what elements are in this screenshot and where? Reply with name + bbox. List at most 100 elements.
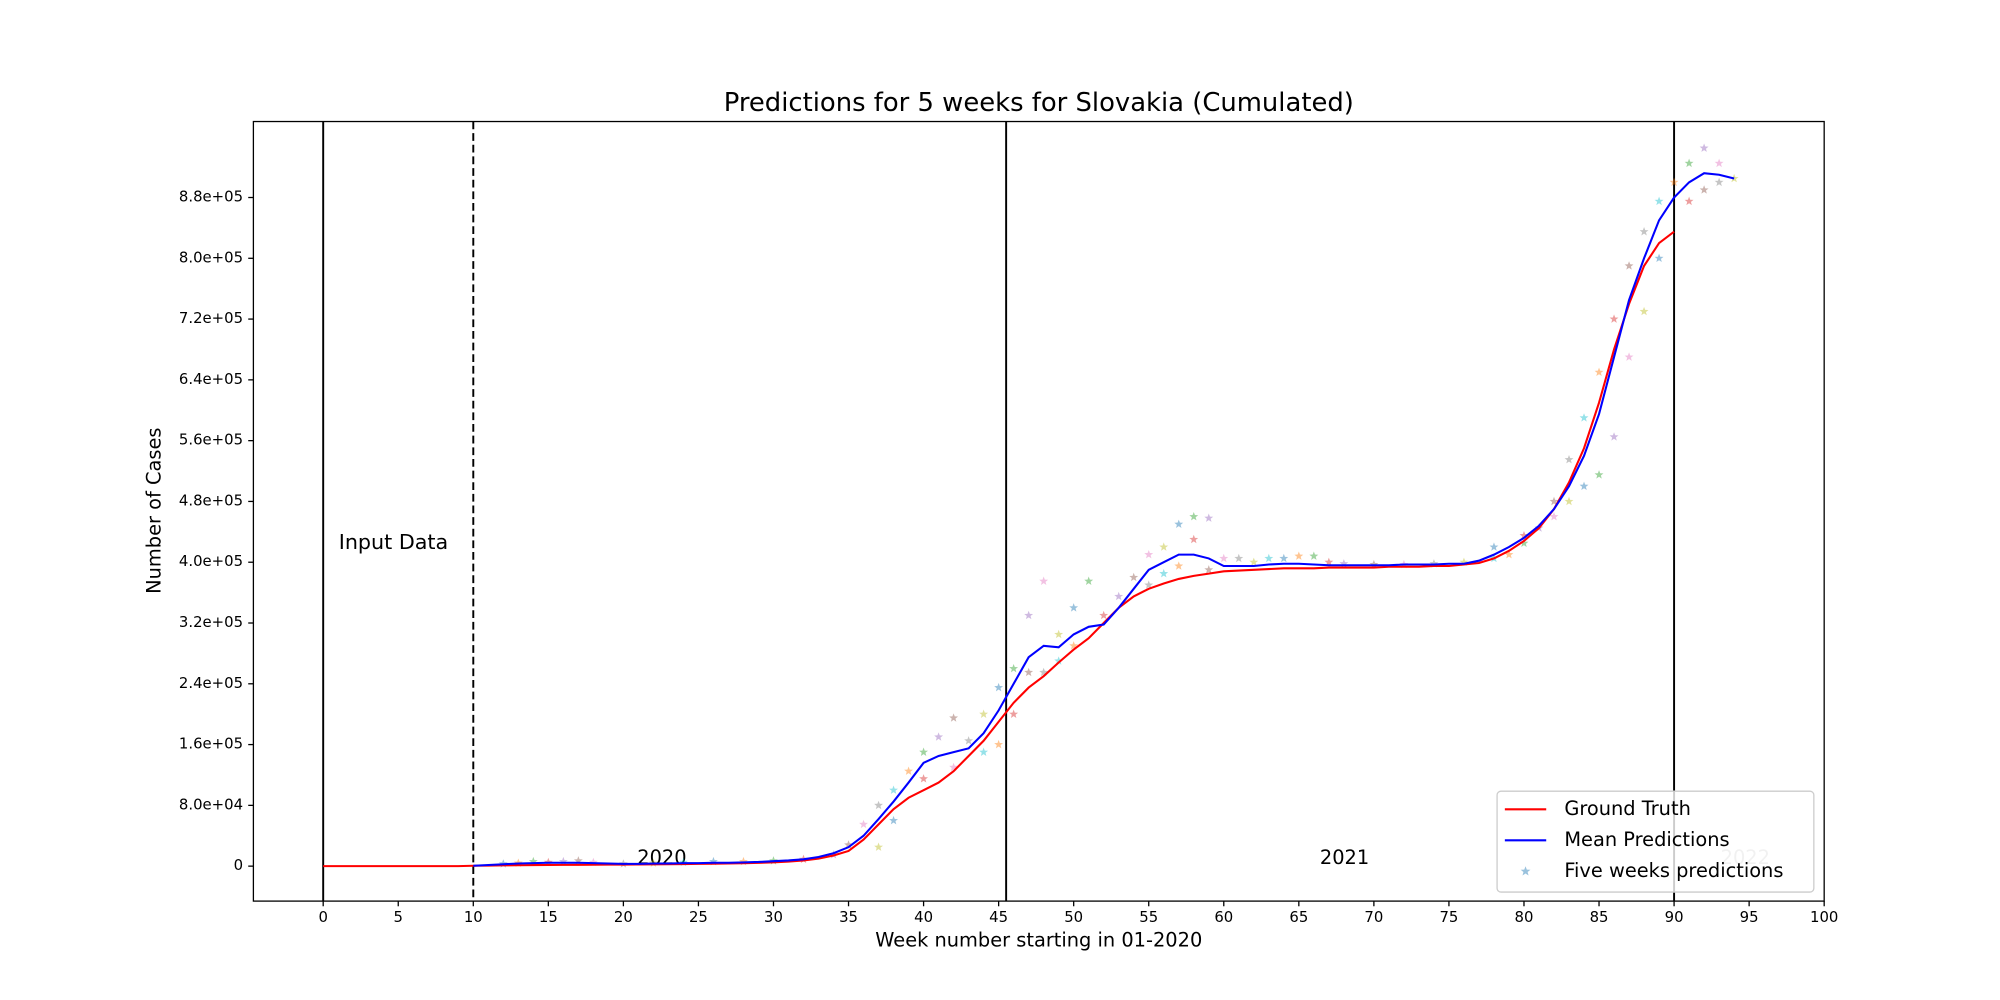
prediction-star (1054, 656, 1064, 665)
y-tick-label: 1.6e+05 (179, 735, 243, 753)
x-tick-label: 15 (539, 908, 558, 926)
legend-label: Ground Truth (1564, 797, 1691, 820)
prediction-star (1219, 553, 1229, 563)
prediction-star (1009, 663, 1019, 673)
prediction-star (1684, 158, 1694, 168)
series-line (473, 172, 1735, 867)
prediction-star (1039, 576, 1049, 585)
legend-label: Mean Predictions (1564, 828, 1729, 851)
plot-frame (252, 120, 1825, 902)
prediction-star (1459, 557, 1469, 566)
prediction-star (1129, 572, 1139, 582)
prediction-star (889, 785, 898, 794)
y-tick-label: 0 (234, 856, 243, 874)
annotation: 2021 (1320, 846, 1369, 869)
prediction-star (1654, 253, 1664, 263)
prediction-star (588, 857, 598, 867)
x-tick-label: 45 (989, 908, 1008, 926)
prediction-star (709, 856, 718, 866)
prediction-star (1639, 306, 1649, 316)
y-tick-label: 4.8e+05 (179, 491, 243, 509)
prediction-star (1069, 641, 1079, 650)
y-tick-label: 5.6e+05 (179, 431, 243, 449)
prediction-star (859, 819, 868, 829)
x-tick-label: 75 (1439, 908, 1458, 926)
prediction-star (1084, 576, 1094, 585)
prediction-star (874, 800, 883, 810)
prediction-star (1639, 227, 1649, 236)
prediction-star (1174, 561, 1184, 570)
prediction-star (1279, 553, 1289, 563)
prediction-star (1624, 352, 1634, 361)
prediction-star (1564, 496, 1574, 506)
y-tick-label: 8.8e+05 (179, 188, 243, 206)
x-tick-label: 50 (1064, 908, 1083, 926)
prediction-star (1684, 196, 1694, 206)
x-tick-label: 95 (1740, 908, 1759, 926)
legend-label: Five weeks predictions (1564, 859, 1783, 882)
prediction-star (949, 713, 959, 722)
prediction-star (1519, 538, 1529, 547)
prediction-star (1429, 559, 1439, 568)
prediction-star (1564, 454, 1574, 464)
x-tick-label: 65 (1289, 908, 1308, 926)
x-tick-label: 5 (394, 908, 403, 926)
prediction-star (1519, 530, 1529, 540)
prediction-star (1669, 177, 1679, 187)
prediction-star (844, 840, 853, 849)
prediction-star (1159, 568, 1169, 578)
x-tick-label: 55 (1139, 908, 1158, 926)
y-axis-label: Number of Cases (143, 427, 166, 593)
annotation: Input Data (339, 530, 448, 554)
series-line (323, 230, 1675, 868)
chart-title: Predictions for 5 weeks for Slovakia (Cu… (724, 88, 1354, 118)
y-tick-label: 8.0e+04 (179, 795, 243, 813)
prediction-star (979, 747, 989, 756)
x-tick-label: 30 (764, 908, 783, 926)
x-tick-label: 70 (1364, 908, 1383, 926)
prediction-star (829, 850, 838, 859)
prediction-star (1489, 542, 1499, 551)
prediction-star (1309, 551, 1319, 560)
prediction-star (1324, 557, 1334, 566)
y-tick-label: 3.2e+05 (179, 613, 243, 631)
y-tick-label: 4.0e+05 (179, 552, 243, 570)
legend-box (1496, 790, 1815, 893)
x-tick-label: 85 (1590, 908, 1609, 926)
prediction-star (1114, 591, 1124, 601)
prediction-star (994, 682, 1004, 692)
y-tick-label: 2.4e+05 (179, 674, 243, 692)
prediction-star (964, 736, 974, 745)
prediction-star (1594, 367, 1604, 377)
prediction-star (1609, 432, 1619, 441)
prediction-star (1174, 519, 1184, 528)
prediction-star (1039, 667, 1049, 677)
prediction-star (1624, 261, 1634, 270)
y-tick-label: 8.0e+05 (179, 248, 243, 266)
prediction-star (679, 857, 688, 867)
prediction-star (739, 856, 748, 866)
prediction-star (1549, 496, 1559, 506)
prediction-star (1144, 549, 1154, 559)
prediction-star (874, 842, 883, 851)
prediction-star (1714, 177, 1724, 187)
prediction-star (1189, 511, 1199, 521)
x-tick-label: 0 (318, 908, 327, 926)
prediction-star (889, 815, 898, 825)
prediction-star (1264, 553, 1274, 563)
prediction-star (1144, 580, 1154, 589)
x-tick-label: 90 (1665, 908, 1684, 926)
prediction-star (1504, 549, 1514, 559)
y-tick-label: 7.2e+05 (179, 309, 243, 327)
x-axis-label: Week number starting in 01-2020 (875, 929, 1202, 952)
x-tick-label: 80 (1515, 908, 1534, 926)
prediction-star (1699, 143, 1709, 152)
prediction-star (1054, 629, 1064, 639)
x-tick-label: 100 (1810, 908, 1838, 926)
prediction-star (994, 739, 1004, 749)
prediction-star (1069, 603, 1079, 612)
prediction-star (979, 709, 989, 718)
prediction-star (1594, 470, 1604, 479)
